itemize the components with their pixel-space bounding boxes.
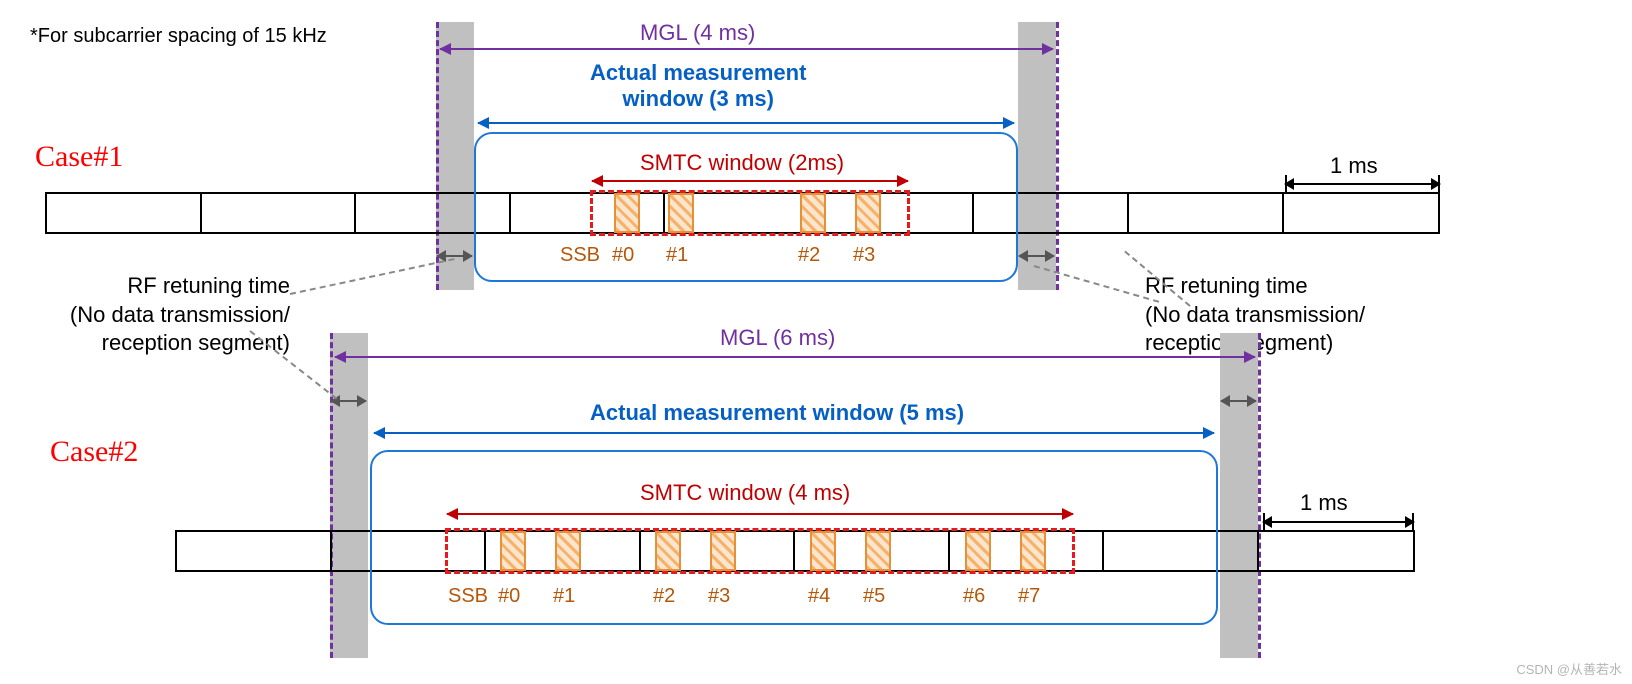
case1-ssb1 bbox=[668, 193, 694, 233]
case1-mgl-label: MGL (4 ms) bbox=[640, 20, 755, 46]
case2-ssb1 bbox=[555, 531, 581, 571]
dash-left-to-case1 bbox=[290, 258, 455, 295]
case2-ssb-l2: #2 bbox=[653, 585, 675, 608]
case2-ssb-l4: #4 bbox=[808, 585, 830, 608]
case1-ssb-l0: #0 bbox=[612, 244, 634, 267]
case1-ssb-l2: #2 bbox=[798, 244, 820, 267]
case2-ssb-l1: #1 bbox=[553, 585, 575, 608]
case1-amw-arrow bbox=[478, 122, 1014, 124]
case1-label: Case#1 bbox=[35, 140, 123, 174]
case2-rf-arrow-left bbox=[331, 400, 366, 402]
case2-ssb7 bbox=[1020, 531, 1046, 571]
case1-smtc-label: SMTC window (2ms) bbox=[640, 150, 844, 176]
rf-retuning-left: RF retuning time (No data transmission/ … bbox=[0, 272, 290, 358]
case2-scale-label: 1 ms bbox=[1300, 490, 1348, 516]
case1-rf-arrow-right bbox=[1019, 255, 1054, 257]
case2-ssb-l7: #7 bbox=[1018, 585, 1040, 608]
case2-smtc-arrow bbox=[447, 513, 1073, 515]
rf-retuning-right: RF retuning time (No data transmission/ … bbox=[1145, 272, 1445, 358]
case2-rf-arrow-right bbox=[1221, 400, 1256, 402]
case1-ssb-l3: #3 bbox=[853, 244, 875, 267]
watermark: CSDN @从善若水 bbox=[1516, 659, 1622, 678]
case2-ssb-prefix: SSB bbox=[448, 585, 488, 608]
rf-left-line1: RF retuning time bbox=[127, 273, 290, 298]
rf-right-line1: RF retuning time bbox=[1145, 273, 1308, 298]
case2-purple-dash-left bbox=[330, 333, 333, 658]
case2-mgl-arrow bbox=[335, 356, 1255, 358]
subcarrier-note: *For subcarrier spacing of 15 kHz bbox=[30, 25, 327, 48]
case1-slot bbox=[202, 194, 357, 232]
case1-amw-l1: Actual measurement bbox=[590, 60, 806, 85]
case1-amw-label: Actual measurement window (3 ms) bbox=[590, 60, 806, 113]
case2-scale-arrow bbox=[1263, 521, 1414, 523]
case2-amw-label: Actual measurement window (5 ms) bbox=[590, 400, 964, 426]
case2-ssb-l5: #5 bbox=[863, 585, 885, 608]
case2-ssb2 bbox=[655, 531, 681, 571]
case1-ssb3 bbox=[855, 193, 881, 233]
case1-amw-l2: window (3 ms) bbox=[622, 86, 774, 111]
case2-gray-right bbox=[1220, 333, 1258, 658]
case2-ssb3 bbox=[710, 531, 736, 571]
case1-scale-tick-r bbox=[1438, 175, 1440, 192]
case2-ssb5 bbox=[865, 531, 891, 571]
case2-ssb4 bbox=[810, 531, 836, 571]
rf-left-line2: (No data transmission/ bbox=[70, 302, 290, 327]
case1-scale-label: 1 ms bbox=[1330, 153, 1378, 179]
case2-ssb-l0: #0 bbox=[498, 585, 520, 608]
case2-ssb6 bbox=[965, 531, 991, 571]
case2-amw-arrow bbox=[374, 432, 1214, 434]
case1-ssb2 bbox=[800, 193, 826, 233]
case1-scale-arrow bbox=[1285, 183, 1440, 185]
case2-slot bbox=[1259, 532, 1414, 570]
case2-purple-dash-right bbox=[1258, 333, 1261, 658]
case1-rf-arrow-left bbox=[437, 255, 472, 257]
case1-smtc-arrow bbox=[592, 180, 908, 182]
rf-right-line2: (No data transmission/ bbox=[1145, 302, 1365, 327]
case2-slot bbox=[177, 532, 332, 570]
case2-scale-tick-r bbox=[1412, 513, 1414, 530]
case1-ssb-l1: #1 bbox=[666, 244, 688, 267]
case1-slot bbox=[1284, 194, 1439, 232]
case2-ssb-l6: #6 bbox=[963, 585, 985, 608]
case2-scale-tick-l bbox=[1263, 513, 1265, 530]
case1-slot bbox=[1129, 194, 1284, 232]
case2-ssb0 bbox=[500, 531, 526, 571]
case1-scale-tick-l bbox=[1285, 175, 1287, 192]
case1-purple-dash-right bbox=[1056, 22, 1059, 290]
dash-left-to-case2 bbox=[249, 330, 337, 399]
case2-ssb-l3: #3 bbox=[708, 585, 730, 608]
case2-mgl-label: MGL (6 ms) bbox=[720, 325, 835, 351]
case1-ssb-prefix: SSB bbox=[560, 244, 600, 267]
case1-ssb0 bbox=[614, 193, 640, 233]
case1-slot bbox=[47, 194, 202, 232]
case2-smtc-label: SMTC window (4 ms) bbox=[640, 480, 850, 506]
case2-gray-left bbox=[330, 333, 368, 658]
rf-left-line3: reception segment) bbox=[102, 330, 290, 355]
case2-label: Case#2 bbox=[50, 435, 138, 469]
case1-mgl-arrow bbox=[440, 48, 1053, 50]
